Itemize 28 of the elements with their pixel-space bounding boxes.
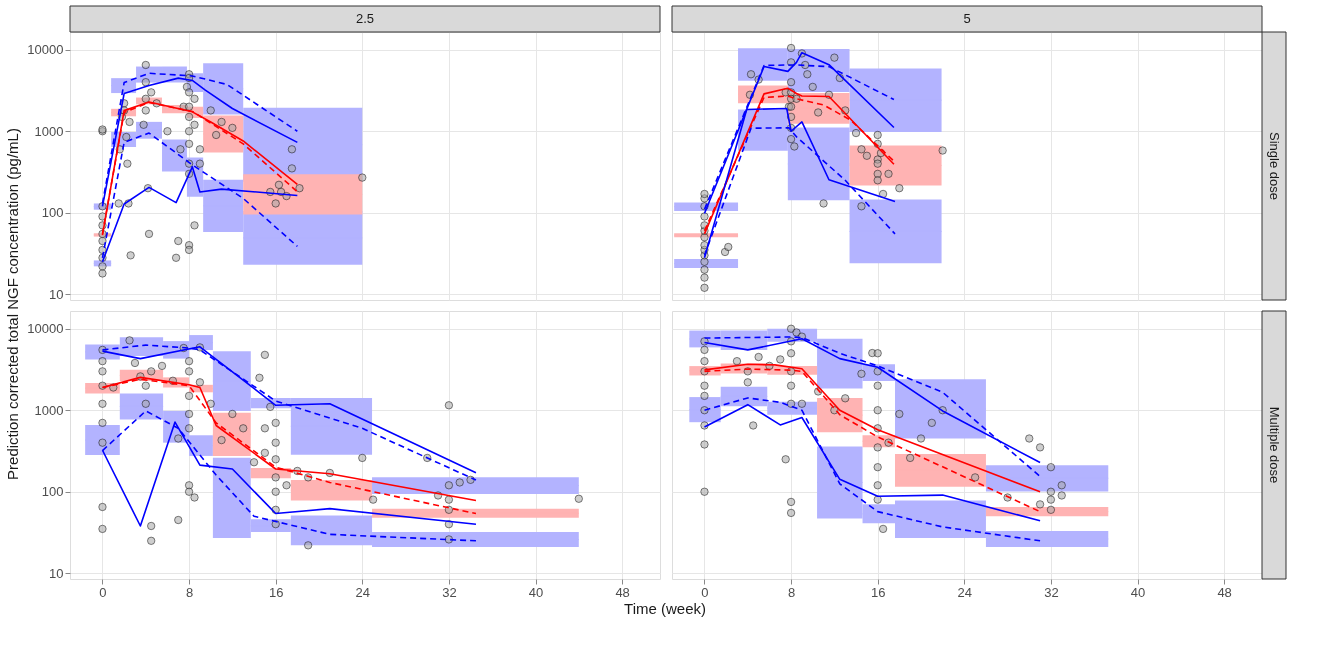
chart-title: 2.5 — [355, 11, 375, 26]
x-tick-label: 40 — [528, 584, 544, 600]
x-tick-label: 24 — [957, 584, 973, 600]
y2-axis-title: Multiple dose — [1267, 406, 1282, 484]
x-tick-label: 0 — [99, 584, 107, 600]
x-tick-label: 48 — [1217, 584, 1232, 600]
y-tick-label: 100 — [41, 484, 64, 500]
chart-title: 5 — [963, 11, 971, 26]
y-tick-label: 1000 — [34, 402, 64, 418]
x-tick-label: 16 — [870, 584, 886, 600]
y-tick-label: 10000 — [27, 321, 64, 337]
x-tick-label: 32 — [1044, 584, 1059, 600]
y-tick-label: 1000 — [34, 123, 64, 139]
x-tick-label: 8 — [787, 584, 796, 600]
x-axis-title: Time (week) — [624, 600, 706, 617]
x-tick-label: 0 — [701, 584, 709, 600]
y2-axis-title: Single dose — [1267, 132, 1282, 200]
x-tick-label: 32 — [442, 584, 457, 600]
y-tick-label: 10000 — [27, 42, 64, 58]
y-tick-label: 10 — [49, 565, 64, 581]
x-tick-label: 48 — [615, 584, 630, 600]
x-tick-label: 16 — [268, 584, 284, 600]
y-tick-label: 100 — [41, 205, 64, 221]
x-tick-label: 40 — [1130, 584, 1146, 600]
x-tick-label: 24 — [355, 584, 371, 600]
x-tick-label: 8 — [185, 584, 194, 600]
y-axis-title: Prediction corrected total NGF concentration (pg/mL) — [4, 128, 21, 480]
y-tick-label: 10 — [49, 286, 64, 302]
